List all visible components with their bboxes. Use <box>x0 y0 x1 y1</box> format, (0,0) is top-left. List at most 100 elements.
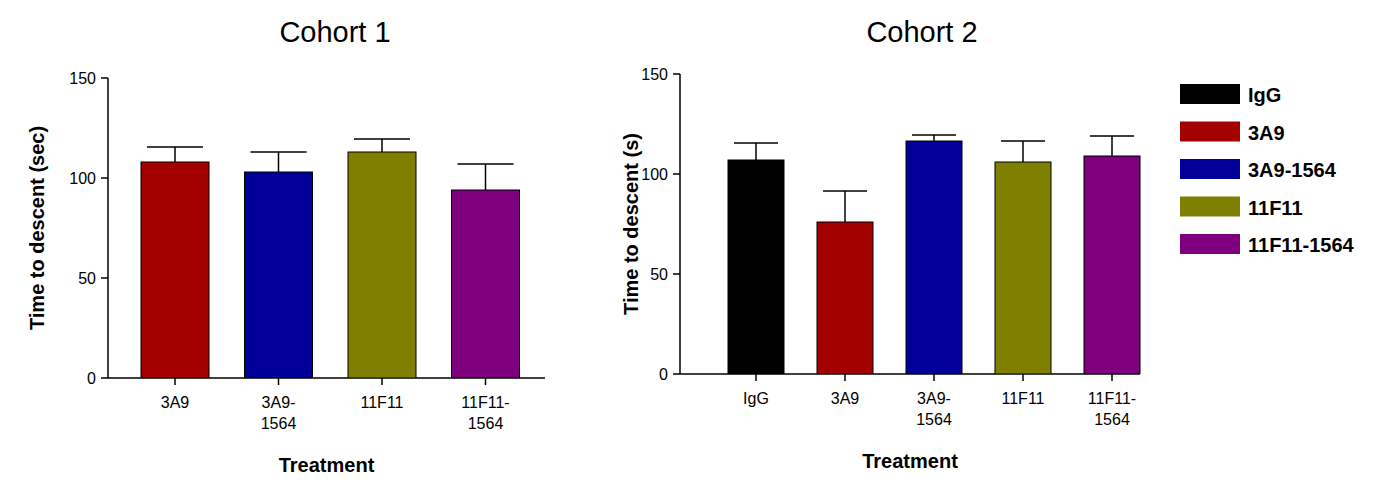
error-stem <box>485 164 487 190</box>
x-tick-label: 3A9- 1564 <box>916 390 952 428</box>
legend-label: 3A9-1564 <box>1248 159 1337 181</box>
error-cap <box>912 134 956 136</box>
error-stem <box>1022 141 1024 162</box>
error-bar <box>1001 141 1045 162</box>
y-tick <box>673 273 680 275</box>
error-stem <box>174 147 176 162</box>
error-stem <box>1111 136 1113 156</box>
y-tick <box>101 177 108 179</box>
y-tick <box>673 173 680 175</box>
bar <box>817 222 873 374</box>
x-tick-label-line: 3A9- <box>262 394 296 411</box>
legend-swatch <box>1180 234 1240 254</box>
bar <box>245 172 313 378</box>
legend-swatch <box>1180 122 1240 142</box>
error-cap <box>251 151 307 153</box>
bar <box>348 152 416 378</box>
legend: IgG 3A9 3A9-1564 11F11 11F11-1564 <box>1180 84 1355 256</box>
y-axis-label: Time to descent (sec) <box>26 126 48 330</box>
bar <box>906 141 962 374</box>
error-bar <box>251 152 307 172</box>
error-cap <box>823 190 867 192</box>
x-tick-label-line: 1564 <box>1094 411 1130 428</box>
error-stem <box>844 191 846 222</box>
bar <box>1084 156 1140 374</box>
y-tick-label: 0 <box>659 366 668 383</box>
x-tick <box>174 378 176 385</box>
y-tick-label: 50 <box>78 270 96 287</box>
error-cap <box>354 138 410 140</box>
legend-label: 3A9 <box>1248 122 1285 144</box>
legend-swatch <box>1180 84 1240 104</box>
legend-swatch <box>1180 159 1240 179</box>
error-bar <box>354 139 410 152</box>
x-tick-label-line: 1564 <box>261 415 297 432</box>
x-tick <box>933 374 935 381</box>
x-tick-label: 11F11 <box>361 394 404 411</box>
error-bar <box>823 191 867 222</box>
error-bar <box>147 147 203 162</box>
y-tick <box>101 277 108 279</box>
error-cap <box>147 146 203 148</box>
y-tick <box>101 77 108 79</box>
error-cap <box>458 163 514 165</box>
error-stem <box>933 135 935 141</box>
y-axis <box>679 74 681 374</box>
x-tick <box>1022 374 1024 381</box>
error-stem <box>381 139 383 152</box>
x-tick-label: IgG <box>743 390 769 407</box>
x-tick-label-line: 1564 <box>468 415 504 432</box>
x-tick-label: 3A9 <box>831 390 860 407</box>
error-bar <box>734 143 778 160</box>
x-tick-label: 11F11- 1564 <box>1088 390 1136 428</box>
x-tick <box>844 374 846 381</box>
error-bar <box>458 164 514 190</box>
legend-label: IgG <box>1248 84 1281 106</box>
x-tick-label-line: 3A9- <box>917 390 951 407</box>
x-axis-label: Treatment <box>862 450 958 472</box>
x-tick-label: 11F11 <box>1002 390 1045 407</box>
legend-label: 11F11 <box>1248 197 1303 219</box>
title: Cohort 2 <box>866 16 977 48</box>
legend-label: 11F11-1564 <box>1248 234 1355 256</box>
legend-swatch <box>1180 197 1240 217</box>
error-stem <box>278 152 280 172</box>
y-tick <box>101 377 108 379</box>
x-axis-label: Treatment <box>279 454 375 476</box>
x-tick-label-line: 1564 <box>916 411 952 428</box>
bar <box>995 162 1051 374</box>
chart-svg: Cohort 1 0 50 100 150 Time to descent (sec) Tr… <box>0 0 1373 494</box>
y-tick-label: 100 <box>641 166 668 183</box>
marks <box>728 135 1140 374</box>
title: Cohort 1 <box>279 16 390 48</box>
x-tick-label-line: 11F11- <box>461 394 509 411</box>
y-axis <box>107 78 109 378</box>
error-bar <box>1090 136 1134 156</box>
chart-root: Cohort 1 0 50 100 150 Time to descent (sec) Tr… <box>0 0 1373 494</box>
bar <box>452 190 520 378</box>
x-tick <box>381 378 383 385</box>
y-tick-label: 50 <box>650 266 668 283</box>
marks <box>141 139 520 378</box>
chart-2: Cohort 2 0 50 100 150 Time to descent (s) Trea… <box>620 16 1355 472</box>
error-stem <box>755 143 757 160</box>
error-cap <box>1001 140 1045 142</box>
x-tick <box>278 378 280 385</box>
y-tick-label: 150 <box>69 70 96 87</box>
y-tick-label: 0 <box>87 370 96 387</box>
x-tick-label: 3A9- 1564 <box>261 394 297 432</box>
y-tick <box>673 373 680 375</box>
y-axis-label: Time to descent (s) <box>620 133 642 315</box>
x-tick <box>1111 374 1113 381</box>
error-cap <box>1090 135 1134 137</box>
x-tick-label-line: 11F11- <box>1088 390 1136 407</box>
x-tick-label: 11F11- 1564 <box>461 394 509 432</box>
error-bar <box>912 135 956 141</box>
bar <box>141 162 209 378</box>
x-tick <box>755 374 757 381</box>
y-tick-label: 100 <box>69 170 96 187</box>
y-tick <box>673 73 680 75</box>
y-tick-label: 150 <box>641 66 668 83</box>
error-cap <box>734 142 778 144</box>
x-tick-label: 3A9 <box>161 394 190 411</box>
